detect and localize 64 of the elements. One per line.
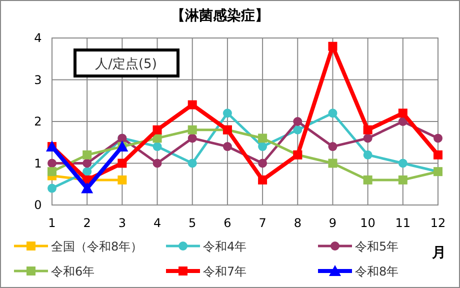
y-tick-label: 0 [34, 198, 42, 212]
point [398, 117, 408, 126]
point [258, 134, 268, 143]
x-tick-label: 11 [395, 216, 411, 230]
x-tick-label: 5 [188, 216, 196, 230]
y-tick-label: 3 [34, 72, 42, 87]
point [363, 175, 372, 184]
point [328, 108, 338, 118]
x-tick-label: 3 [118, 216, 126, 230]
point [188, 125, 197, 134]
point [48, 167, 56, 176]
legend-label: 令和6年 [51, 264, 95, 278]
point [328, 158, 338, 168]
x-tick-label: 9 [328, 216, 337, 230]
point [82, 158, 92, 168]
point [82, 167, 92, 176]
legend-label: 令和5年 [355, 240, 399, 254]
y-tick-label: 2 [34, 114, 42, 128]
x-tick-label: 2 [83, 216, 91, 230]
point [188, 134, 197, 143]
point [152, 142, 162, 152]
point [222, 142, 232, 152]
point [434, 134, 442, 143]
legend-label: 全国（令和8年） [51, 240, 143, 254]
x-tick-label: 1 [48, 216, 56, 230]
point [363, 125, 372, 134]
legend-label: 令和4年 [203, 240, 247, 254]
point [363, 150, 372, 160]
point [258, 142, 268, 152]
point [434, 150, 442, 160]
point [188, 100, 197, 110]
point [398, 108, 408, 118]
x-tick-label: 7 [258, 216, 266, 230]
chart-title: 【淋菌感染症】 [171, 7, 269, 24]
legend-label: 令和8年 [355, 264, 399, 278]
point [293, 117, 302, 126]
point [222, 108, 232, 118]
x-tick-label: 10 [360, 216, 376, 230]
x-tick-label: 8 [294, 216, 302, 230]
x-tick-label: 6 [224, 216, 232, 230]
y-tick-label: 1 [34, 156, 42, 170]
point [328, 42, 338, 51]
point [48, 184, 56, 193]
point [118, 158, 127, 168]
point [152, 158, 162, 168]
point [188, 158, 197, 168]
point [258, 158, 268, 168]
y-tick-label: 4 [34, 31, 42, 45]
point [363, 134, 372, 143]
point [398, 175, 408, 184]
y-axis-title: 人/定点(5) [95, 57, 157, 72]
point [258, 175, 268, 184]
x-tick-label: 4 [153, 216, 162, 230]
point [152, 125, 162, 134]
x-axis-title: 月 [431, 245, 446, 261]
x-tick-label: 12 [430, 216, 446, 230]
legend-label: 令和7年 [203, 264, 247, 278]
point [82, 150, 92, 160]
point [48, 158, 56, 168]
point [293, 125, 302, 134]
point [398, 158, 408, 168]
point [81, 182, 94, 194]
point [328, 142, 338, 152]
point [118, 175, 127, 184]
